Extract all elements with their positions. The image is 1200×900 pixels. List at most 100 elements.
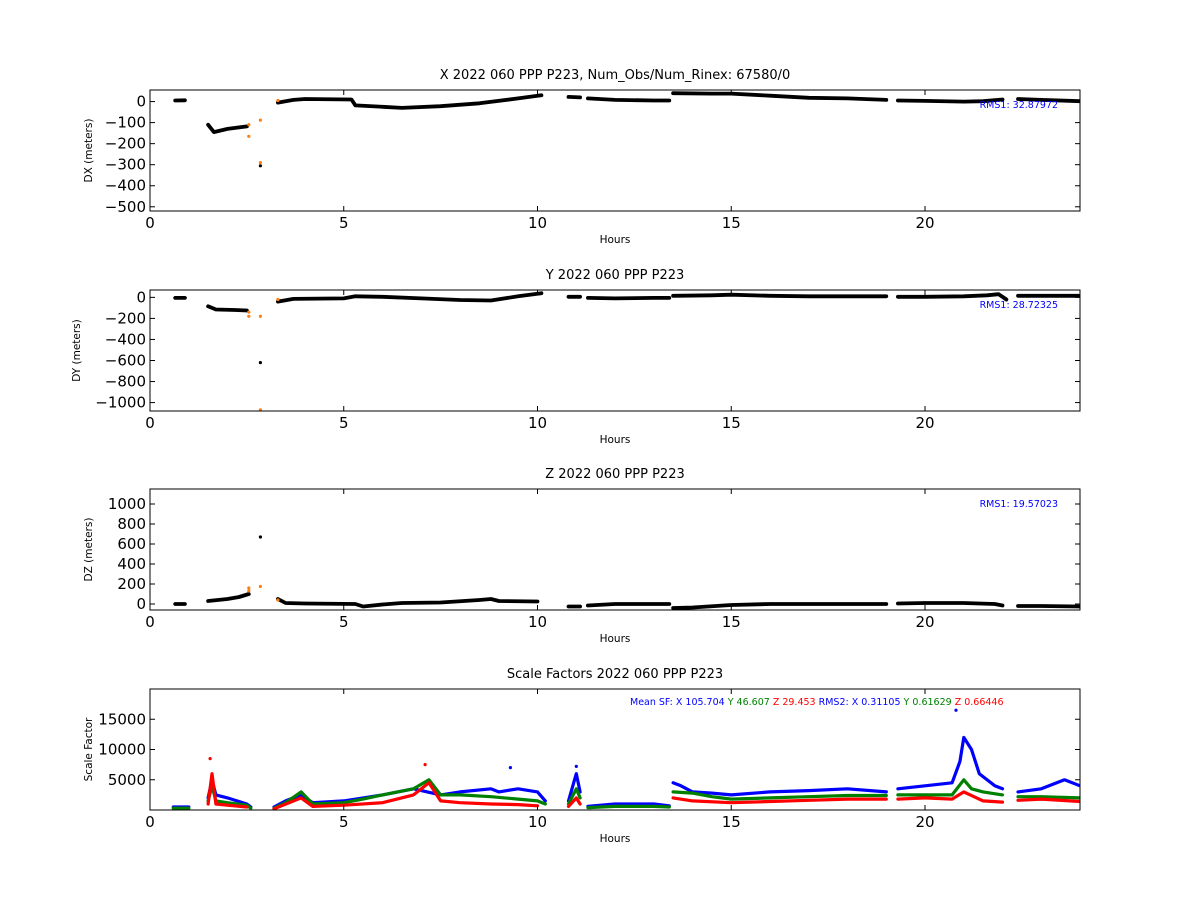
series-segment	[671, 781, 888, 797]
y-tick-label: −500	[105, 198, 146, 216]
y-tick-label: 0	[136, 93, 146, 111]
series-segment	[586, 295, 672, 301]
data-point	[247, 310, 251, 314]
x-tick-label: 10	[528, 813, 547, 831]
series-1	[171, 708, 1080, 809]
stats-annotation-part: Y 46.607	[725, 697, 770, 708]
data-point	[258, 584, 262, 589]
data-point	[276, 297, 280, 302]
x-tick-label: 0	[145, 613, 155, 631]
series-segment	[896, 292, 1009, 302]
series-segment	[272, 778, 547, 810]
data-point	[247, 123, 251, 127]
series-2	[247, 297, 280, 411]
y-axis-label: DX (meters)	[83, 119, 95, 183]
x-tick-label: 15	[722, 214, 741, 232]
rms-annotation: RMS1: 32.87972	[980, 100, 1058, 111]
rms-annotation: RMS1: 19.57023	[980, 499, 1058, 510]
series-segment	[671, 91, 889, 102]
x-tick-label: 10	[528, 613, 547, 631]
data-point	[258, 161, 262, 165]
y-tick-label: 200	[117, 575, 146, 593]
y-tick-label: −1000	[95, 394, 146, 412]
series-segment	[206, 592, 251, 603]
y-tick-label: 1000	[108, 495, 146, 513]
data-point	[247, 314, 251, 318]
series-segment	[586, 804, 671, 810]
series-segment	[272, 781, 540, 810]
plot-area	[171, 708, 1080, 810]
x-tick-label: 10	[528, 414, 547, 432]
series-segment	[671, 796, 888, 805]
x-axis-label: Hours	[600, 434, 631, 446]
y-tick-label: −200	[105, 135, 146, 153]
chart-title: X 2022 060 PPP P223, Num_Obs/Num_Rinex: …	[440, 68, 791, 83]
series-segment	[206, 122, 249, 135]
rms-annotation: RMS1: 28.72325	[980, 300, 1058, 311]
y-tick-label: −200	[105, 309, 146, 327]
series-segment	[566, 796, 582, 809]
series-segment	[275, 291, 544, 304]
data-point	[276, 98, 280, 103]
data-point	[258, 314, 262, 318]
x-tick-label: 20	[915, 214, 934, 232]
stats-annotation-part: Y 0.61629	[901, 697, 952, 708]
y-axis-label: DY (meters)	[71, 319, 83, 382]
y-tick-label: −400	[105, 177, 146, 195]
series-1	[173, 535, 1080, 610]
x-tick-label: 0	[145, 214, 155, 232]
series-segment	[1016, 778, 1080, 794]
x-tick-label: 20	[915, 613, 934, 631]
series-3	[206, 757, 1080, 810]
data-point	[423, 763, 427, 767]
series-segment	[566, 787, 582, 806]
x-axis-label: Hours	[600, 833, 631, 845]
series-segment	[671, 602, 889, 610]
chart-title: Z 2022 060 PPP P223	[545, 467, 685, 482]
x-tick-label: 10	[528, 214, 547, 232]
series-segment	[1016, 795, 1080, 800]
series-segment	[1016, 97, 1080, 104]
series-2	[247, 584, 280, 602]
y-tick-label: −400	[105, 330, 146, 348]
y-tick-label: 800	[117, 515, 146, 533]
x-tick-label: 5	[339, 214, 349, 232]
data-point	[276, 598, 280, 602]
data-point	[574, 764, 578, 769]
x-tick-label: 20	[915, 813, 934, 831]
data-point	[247, 586, 251, 590]
x-tick-label: 20	[915, 414, 934, 432]
series-segment	[671, 790, 888, 801]
series-1	[173, 91, 1080, 168]
x-tick-label: 15	[722, 813, 741, 831]
x-tick-label: 0	[145, 813, 155, 831]
y-axis-label: DZ (meters)	[83, 518, 95, 582]
x-tick-label: 15	[722, 613, 741, 631]
data-point	[258, 118, 262, 122]
y-tick-label: −800	[105, 373, 146, 391]
data-point	[508, 766, 512, 770]
series-segment	[586, 602, 672, 608]
series-segment	[586, 802, 671, 809]
y-tick-label: 0	[136, 288, 146, 306]
stats-annotation-part: Z 0.66446	[952, 697, 1004, 708]
data-point	[258, 164, 262, 168]
series-segment	[671, 292, 889, 299]
data-point	[258, 361, 262, 365]
plot-area	[173, 91, 1080, 168]
y-tick-label: 0	[136, 595, 146, 613]
series-2	[171, 778, 1080, 810]
y-tick-label: −600	[105, 351, 146, 369]
chart-title: Scale Factors 2022 060 PPP P223	[507, 667, 723, 682]
series-segment	[896, 790, 1005, 804]
x-tick-label: 5	[339, 414, 349, 432]
data-point	[247, 134, 251, 138]
plot-area	[173, 291, 1080, 411]
y-tick-label: 400	[117, 555, 146, 573]
series-segment	[896, 97, 1005, 104]
x-tick-label: 0	[145, 414, 155, 432]
y-tick-label: 10000	[98, 741, 146, 759]
series-segment	[586, 96, 672, 103]
